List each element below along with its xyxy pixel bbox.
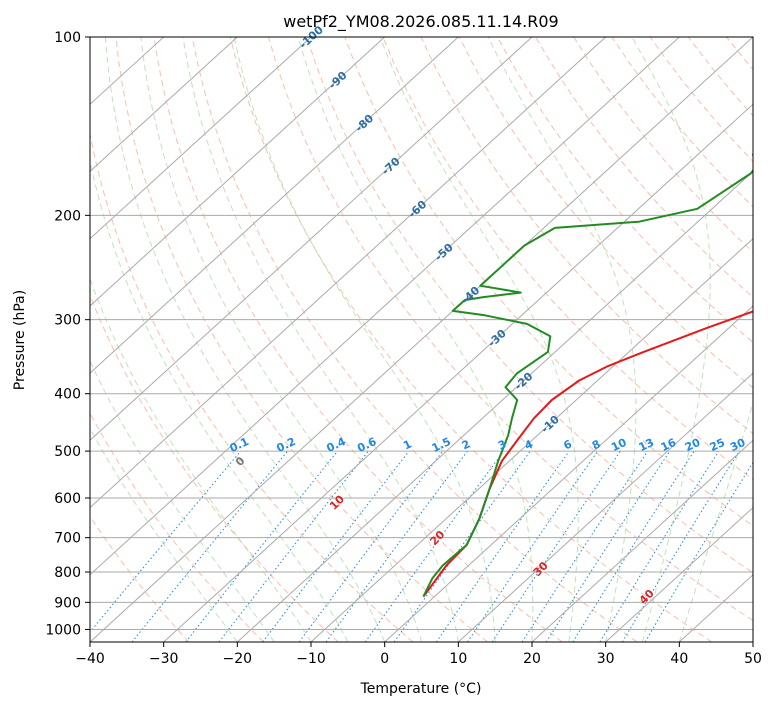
y-tick-label: 900 bbox=[54, 595, 81, 611]
y-axis-label: Pressure (hPa) bbox=[12, 290, 28, 390]
chart-title: wetPf2_YM08.2026.085.11.14.R09 bbox=[283, 12, 558, 32]
y-tick-label: 100 bbox=[54, 30, 81, 46]
x-tick-label: 0 bbox=[380, 651, 389, 667]
y-tick-label: 300 bbox=[54, 313, 81, 329]
x-tick-label: −40 bbox=[75, 651, 105, 667]
x-axis-label: Temperature (°C) bbox=[360, 681, 482, 697]
y-tick-label: 1000 bbox=[45, 622, 81, 638]
y-tick-label: 400 bbox=[54, 387, 81, 403]
x-tick-label: 10 bbox=[449, 651, 467, 667]
x-tick-label: −20 bbox=[223, 651, 253, 667]
y-tick-label: 600 bbox=[54, 491, 81, 507]
x-tick-label: 40 bbox=[670, 651, 688, 667]
y-tick-label: 500 bbox=[54, 444, 81, 460]
x-tick-label: 50 bbox=[744, 651, 762, 667]
x-tick-label: −10 bbox=[296, 651, 326, 667]
x-tick-label: 30 bbox=[597, 651, 615, 667]
y-tick-label: 200 bbox=[54, 208, 81, 224]
y-tick-label: 800 bbox=[54, 565, 81, 581]
y-tick-label: 700 bbox=[54, 531, 81, 547]
x-tick-label: 20 bbox=[523, 651, 541, 667]
x-tick-label: −30 bbox=[149, 651, 179, 667]
